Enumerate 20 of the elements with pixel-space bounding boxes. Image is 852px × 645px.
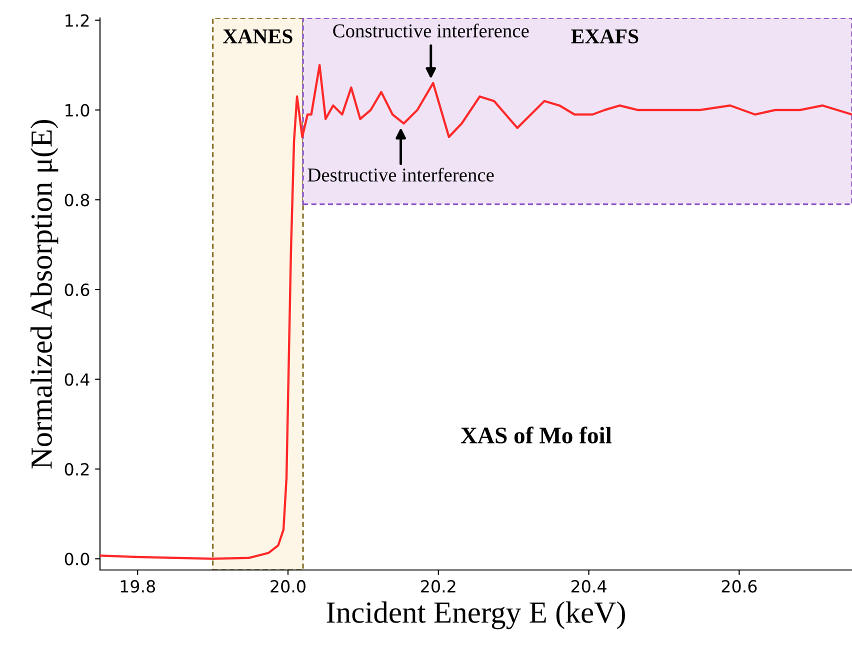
annotation: Destructive interference — [308, 168, 494, 182]
y-tick-label: 1.0 — [66, 104, 90, 117]
y-tick-label: 0.0 — [64, 552, 90, 566]
x-tick-label: 20.2 — [421, 580, 456, 593]
x-tick-label: 19.8 — [120, 580, 156, 593]
annotation: XAS of Mo foil — [460, 426, 612, 444]
y-axis-title: Normalized Absorption μ(E) — [30, 120, 58, 468]
x-tick-label: 20.4 — [571, 580, 606, 593]
x-tick-label: 20.6 — [722, 580, 757, 593]
band-label: XANES — [223, 29, 292, 44]
x-axis-title: Incident Energy E (keV) — [326, 601, 625, 630]
y-tick-label: 0.8 — [64, 194, 90, 206]
y-tick-label: 0.2 — [64, 462, 89, 476]
annotation: Constructive interference — [333, 24, 529, 38]
y-tick-label: 1.2 — [66, 14, 89, 27]
y-tick-label: 0.6 — [64, 283, 90, 296]
band-label: EXAFS — [571, 29, 638, 44]
x-tick-label: 20.0 — [270, 580, 306, 593]
y-tick-label: 0.4 — [64, 373, 90, 386]
line-series — [100, 64, 852, 560]
